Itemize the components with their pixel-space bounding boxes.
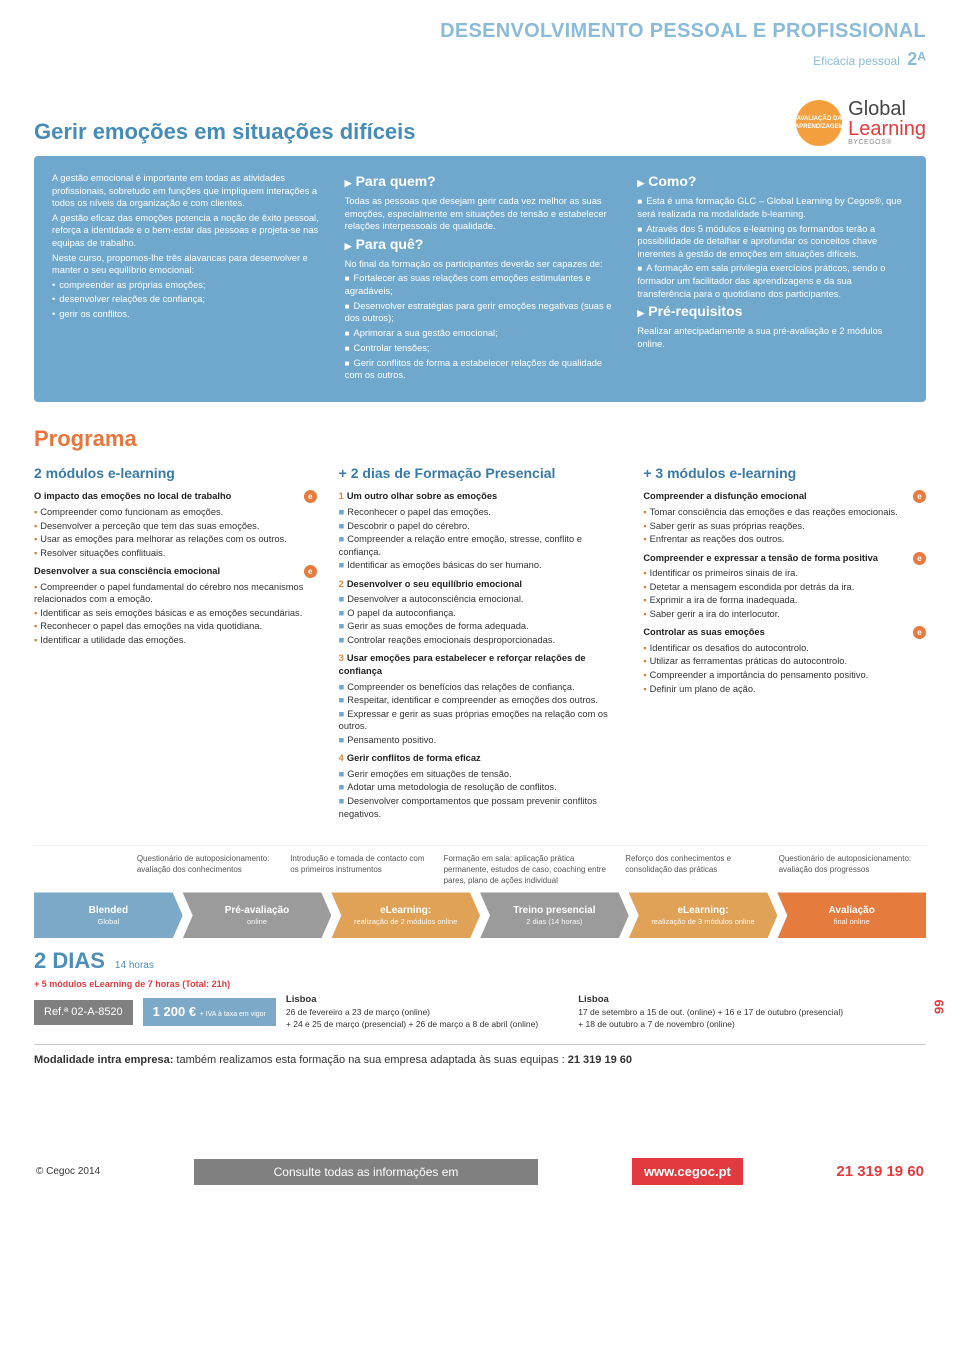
page-footer: © Cegoc 2014 Consulte todas as informaçõ… bbox=[34, 1158, 926, 1186]
global-learning-logo: AVALIAÇÃO DA APRENDIZAGEM Global Learnin… bbox=[796, 99, 926, 146]
module-title: O impacto das emoções no local de trabal… bbox=[34, 490, 317, 503]
course-info-box: A gestão emocional é importante em todas… bbox=[34, 156, 926, 402]
timeline-segment: BlendedGlobal bbox=[34, 892, 183, 938]
copyright: © Cegoc 2014 bbox=[36, 1165, 100, 1179]
programa-heading: Programa bbox=[34, 424, 926, 454]
course-price: 1 200 € + IVA à taxa em vigor bbox=[143, 998, 276, 1026]
page-number: 99 bbox=[930, 999, 948, 1013]
elearning-total: + 5 módulos eLearning de 7 horas (Total:… bbox=[34, 978, 926, 990]
subcategory: Eficácia pessoal 2ᴬ bbox=[34, 47, 926, 71]
course-ref: Ref.ª 02-A-8520 bbox=[34, 1000, 133, 1025]
duration-row: 2 DIAS 14 horas bbox=[34, 946, 926, 976]
elearning-icon: e bbox=[913, 490, 926, 503]
programa-grid: 2 módulos e-learning O impacto das emoçõ… bbox=[34, 458, 926, 821]
timeline-segment: eLearning:realização de 3 módulos online bbox=[629, 892, 778, 938]
elearning-icon: e bbox=[913, 552, 926, 565]
programa-col-3: 3 módulos e-learning Compreender a disfu… bbox=[643, 458, 926, 821]
programa-col-2: 2 dias de Formação Presencial 1Um outro … bbox=[339, 458, 622, 821]
footer-phone: 21 319 19 60 bbox=[836, 1162, 924, 1182]
module-title: Desenvolver a sua consciência emocionale bbox=[34, 565, 317, 578]
heading-como: Como? bbox=[637, 172, 908, 191]
timeline-segment: Pré-avaliaçãoonline bbox=[183, 892, 332, 938]
elearning-icon: e bbox=[913, 626, 926, 639]
timeline-segment: eLearning:realização de 2 módulos online bbox=[331, 892, 480, 938]
footer-info: Consulte todas as informações em bbox=[194, 1159, 539, 1185]
intra-company-note: Modalidade intra empresa: também realiza… bbox=[34, 1044, 926, 1068]
info-col-who-why: Para quem? Todas as pessoas que desejam … bbox=[345, 172, 616, 384]
course-title: Gerir emoções em situações difíceis bbox=[34, 117, 416, 147]
module-title: Controlar as suas emoçõese bbox=[643, 626, 926, 639]
elearning-icon: e bbox=[304, 490, 317, 503]
category: DESENVOLVIMENTO PESSOAL E PROFISSIONAL bbox=[34, 18, 926, 45]
assessment-badge-icon: AVALIAÇÃO DA APRENDIZAGEM bbox=[796, 100, 842, 146]
learning-path-timeline: Questionário de autoposicionamento: aval… bbox=[34, 845, 926, 938]
elearning-icon: e bbox=[304, 565, 317, 578]
heading-prereq: Pré-requisitos bbox=[637, 302, 908, 321]
info-col-how: Como? Esta é uma formação GLC – Global L… bbox=[637, 172, 908, 384]
footer-url[interactable]: www.cegoc.pt bbox=[632, 1158, 743, 1186]
timeline-segment: Treino presencial2 dias (14 horas) bbox=[480, 892, 629, 938]
module-title: Compreender e expressar a tensão de form… bbox=[643, 552, 926, 565]
timeline-segment: Avaliaçãofinal online bbox=[777, 892, 926, 938]
programa-col-1: 2 módulos e-learning O impacto das emoçõ… bbox=[34, 458, 317, 821]
schedule: Lisboa26 de fevereiro a 23 de março (onl… bbox=[286, 994, 843, 1030]
heading-para-que: Para quê? bbox=[345, 235, 616, 254]
page-header: DESENVOLVIMENTO PESSOAL E PROFISSIONAL E… bbox=[34, 18, 926, 71]
module-title: Compreender a disfunção emocionale bbox=[643, 490, 926, 503]
heading-para-quem: Para quem? bbox=[345, 172, 616, 191]
info-col-intro: A gestão emocional é importante em todas… bbox=[52, 172, 323, 384]
